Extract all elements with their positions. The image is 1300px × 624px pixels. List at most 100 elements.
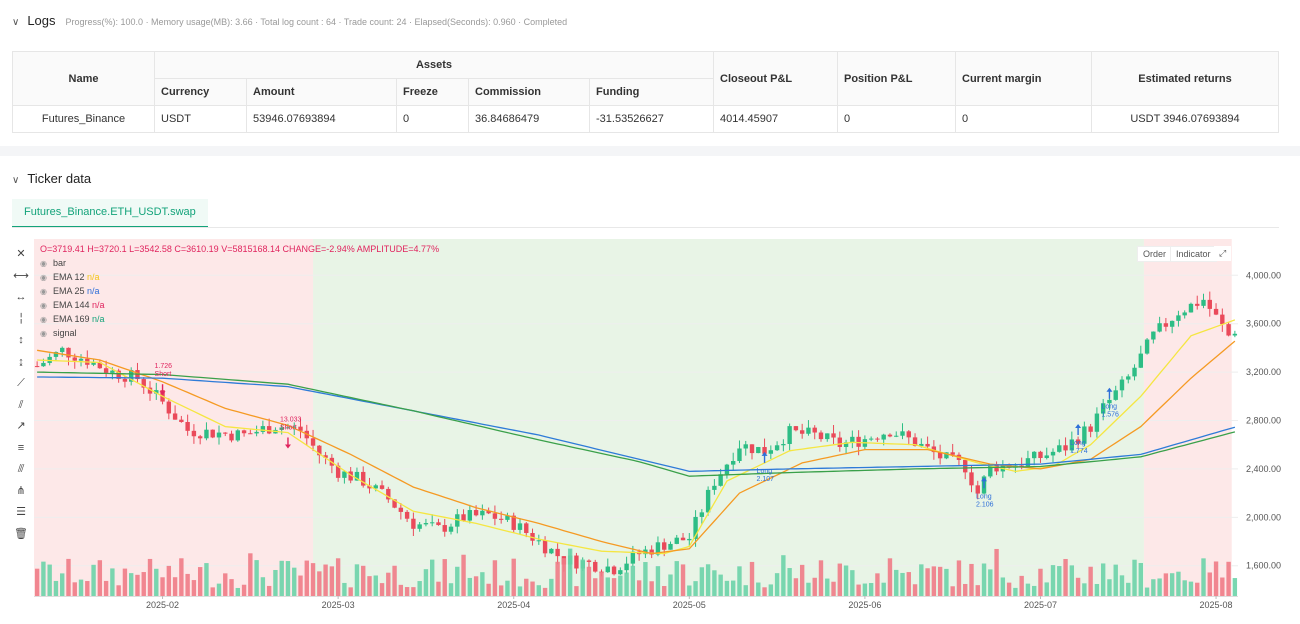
- volume-bar: [1100, 563, 1106, 596]
- candle-body: [699, 512, 705, 517]
- volume-bar: [172, 577, 178, 596]
- candle-body: [166, 401, 172, 414]
- volume-bar: [680, 564, 686, 596]
- volume-bar: [436, 581, 441, 596]
- signal-arrowhead: [1075, 424, 1082, 429]
- volume-bar: [799, 564, 805, 596]
- candle-body: [1163, 323, 1169, 327]
- crosshair-icon[interactable]: ✕: [16, 248, 26, 260]
- ohlc-value: L=3542.58: [127, 244, 172, 254]
- volume-bar: [398, 584, 404, 596]
- candle-body: [536, 540, 541, 542]
- legend-value: n/a: [85, 272, 100, 282]
- volume-bar: [505, 580, 510, 596]
- volume-bar: [66, 558, 71, 596]
- candle-body: [204, 429, 209, 439]
- volume-bar: [705, 564, 711, 596]
- candle-body: [680, 537, 686, 541]
- signal-arrowhead: [761, 451, 768, 456]
- volume-bar: [887, 558, 893, 596]
- volume-bar: [335, 558, 341, 596]
- volume-bar: [762, 587, 767, 596]
- volume-bar: [1088, 566, 1093, 596]
- ray-icon[interactable]: ↔: [15, 291, 27, 303]
- candle-body: [1119, 379, 1125, 391]
- candle-body: [1113, 390, 1118, 400]
- volume-bar: [85, 581, 90, 596]
- volume-bar: [643, 562, 648, 596]
- col-freeze: Freeze: [396, 78, 469, 106]
- candle-body: [975, 485, 980, 494]
- candle-body: [868, 438, 874, 440]
- candle-body: [1188, 303, 1194, 313]
- candle-body: [411, 518, 416, 529]
- measure-icon[interactable]: ☰: [16, 506, 26, 518]
- signal-label: 2.107: [757, 476, 775, 483]
- volume-bar: [329, 566, 335, 596]
- y-tick-label: 3,200.00: [1246, 367, 1281, 377]
- ticker-panel: 4,000.00 3,600.00 3,200.00 2,800.00 2,400.00…: [0, 156, 1300, 624]
- price-chart[interactable]: 4,000.00 3,600.00 3,200.00 2,800.00 2,400.00…: [0, 156, 1300, 624]
- volume-bar: [292, 567, 297, 596]
- candle-body: [574, 555, 579, 569]
- volume-bar: [580, 559, 585, 596]
- candle-body: [856, 436, 861, 447]
- channel-icon[interactable]: ⫻: [17, 463, 25, 475]
- trash-icon[interactable]: 🗑: [14, 527, 28, 540]
- volume-bar: [530, 581, 535, 596]
- candle-body: [91, 362, 96, 365]
- volume-bar: [154, 568, 159, 596]
- volume-bar: [285, 561, 291, 596]
- volume-bar: [781, 555, 786, 596]
- signal-label: Long: [1101, 404, 1117, 411]
- ema-line: [36, 340, 1236, 555]
- volume-bar: [850, 570, 855, 596]
- volume-bar: [1220, 577, 1225, 596]
- volume-bar: [1082, 583, 1087, 596]
- volume-bar: [981, 563, 987, 596]
- indicator-button[interactable]: Indicator: [1170, 246, 1217, 262]
- candle-body: [756, 447, 761, 454]
- chevron-down-icon[interactable]: ∨: [12, 17, 20, 28]
- volume-bar: [919, 564, 924, 596]
- volume-bar: [135, 574, 140, 596]
- fullscreen-icon[interactable]: ⤢: [1214, 246, 1232, 261]
- candle-body: [1144, 339, 1150, 354]
- candle-body: [799, 430, 805, 434]
- tab-eth-usdt[interactable]: Futures_Binance.ETH_USDT.swap: [12, 199, 208, 228]
- candle-body: [605, 566, 610, 573]
- ticker-header[interactable]: ∨ Ticker data: [12, 171, 91, 186]
- volume-bar: [749, 561, 755, 596]
- volume-bar: [630, 565, 636, 596]
- trend-line-icon[interactable]: ⟋: [17, 377, 25, 389]
- fib-icon[interactable]: ≡: [17, 441, 25, 454]
- price-range-icon[interactable]: ↨: [18, 355, 24, 368]
- candle-body: [1232, 333, 1238, 336]
- volume-bar: [611, 578, 617, 596]
- signal-label: Long: [976, 493, 992, 500]
- volume-bar: [825, 578, 830, 596]
- extended-line-icon[interactable]: ↗: [16, 420, 26, 432]
- volume-bar: [536, 585, 541, 596]
- volume-bar: [1038, 568, 1043, 596]
- candle-body: [436, 522, 441, 526]
- candle-body: [1069, 439, 1075, 451]
- vertical-segment-icon[interactable]: ↕: [18, 334, 24, 346]
- vertical-line-icon[interactable]: ╎: [17, 312, 25, 325]
- candle-body: [1182, 312, 1187, 316]
- chevron-down-icon[interactable]: ∨: [12, 175, 20, 186]
- volume-bar: [392, 565, 397, 596]
- candle-body: [1126, 376, 1131, 380]
- parallel-line-icon[interactable]: ⫽: [18, 398, 24, 411]
- pitchfork-icon[interactable]: ⋔: [16, 484, 26, 497]
- candle-body: [988, 464, 993, 477]
- y-tick-label: 4,000.00: [1246, 270, 1281, 280]
- col-name: Name: [12, 51, 155, 106]
- volume-bar: [1213, 561, 1219, 596]
- candle-body: [712, 485, 717, 490]
- logs-header[interactable]: ∨ Logs Progress(%): 100.0 · Memory usage…: [12, 13, 567, 28]
- order-button[interactable]: Order: [1137, 246, 1173, 262]
- candle-body: [593, 561, 598, 572]
- horizontal-line-icon[interactable]: ⟷: [13, 269, 29, 282]
- candle-body: [969, 472, 974, 486]
